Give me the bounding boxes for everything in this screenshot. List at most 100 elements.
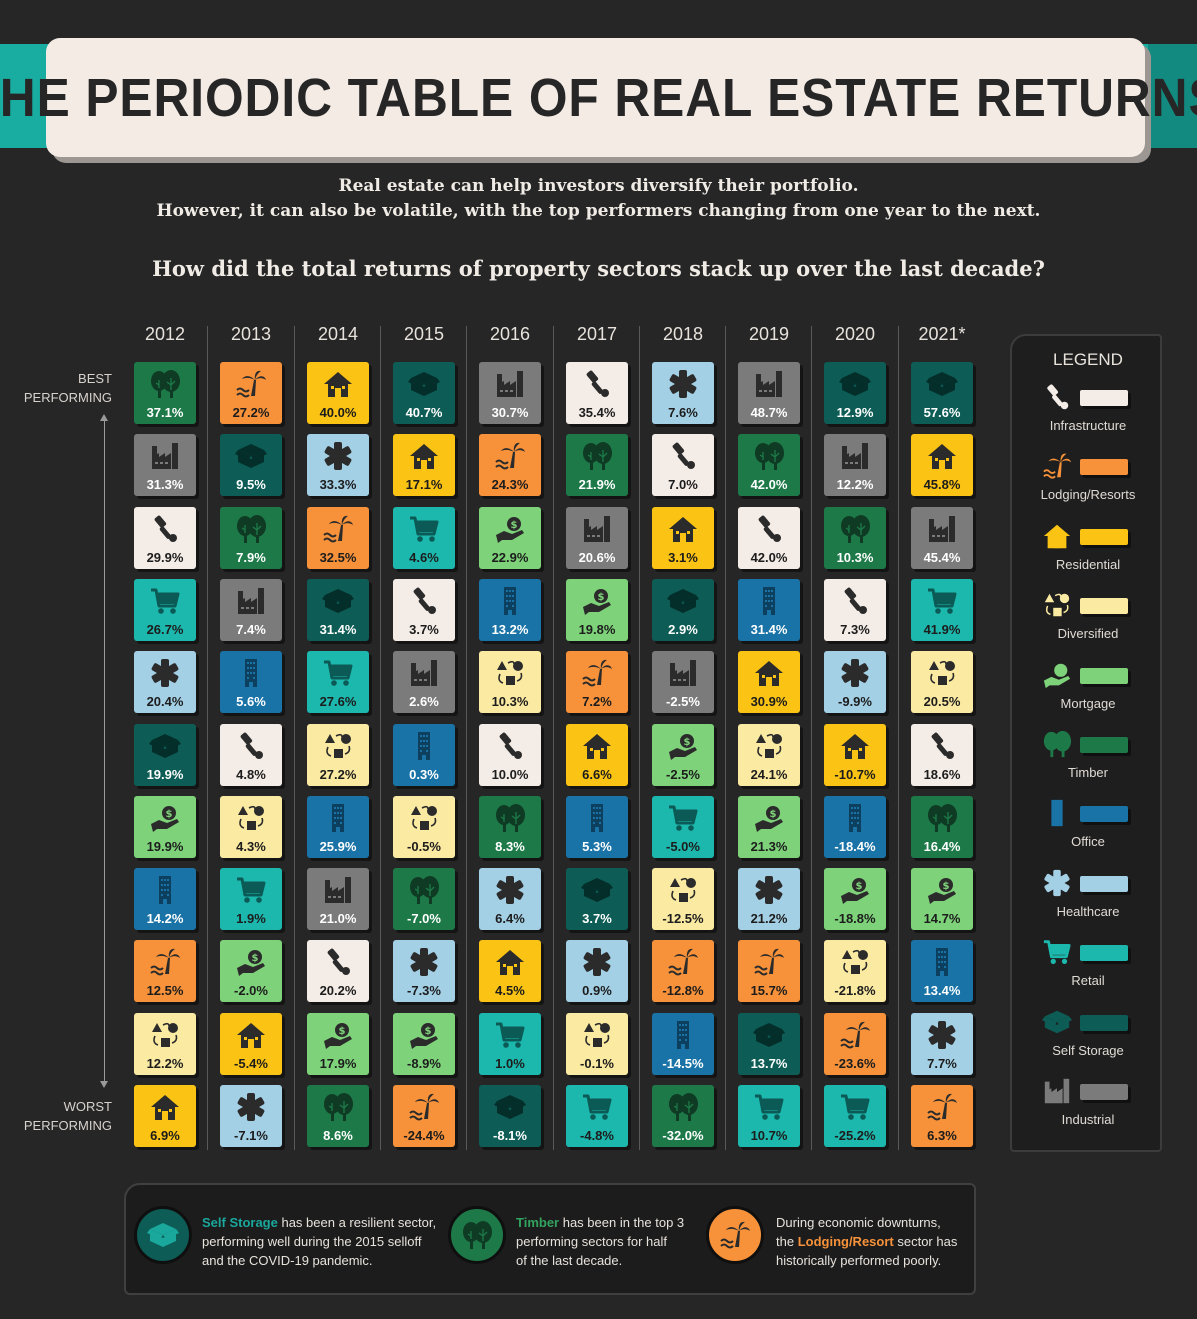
sector-cell-office: 13.2% bbox=[479, 579, 541, 641]
lodging-icon bbox=[236, 370, 266, 398]
sector-cell-diversified: 24.1% bbox=[738, 724, 800, 786]
timber-icon bbox=[841, 515, 870, 543]
legend-label: Lodging/Resorts bbox=[1040, 487, 1136, 502]
sector-cell-industrial: 21.0% bbox=[307, 868, 369, 930]
legend-item-infrastructure: Infrastructure bbox=[1012, 382, 1164, 446]
svg-text:$: $ bbox=[339, 1026, 346, 1037]
residential-icon bbox=[151, 1095, 179, 1120]
year-label: 2012 bbox=[144, 324, 186, 344]
sector-cell-residential: 30.9% bbox=[738, 651, 800, 713]
column-divider bbox=[898, 326, 899, 1150]
legend-swatch bbox=[1080, 737, 1128, 753]
svg-text:$: $ bbox=[598, 592, 605, 603]
column-divider bbox=[294, 326, 295, 1150]
return-value: 6.4% bbox=[495, 911, 525, 926]
self-storage-icon bbox=[581, 878, 613, 902]
return-value: -10.7% bbox=[834, 767, 876, 782]
return-value: 14.2% bbox=[146, 911, 184, 926]
legend-swatch bbox=[1080, 1015, 1128, 1031]
sector-cell-retail: 27.6% bbox=[307, 651, 369, 713]
sector-cell-infrastructure: 42.0% bbox=[738, 507, 800, 569]
return-value: -5.0% bbox=[666, 839, 700, 854]
lodging-icon bbox=[668, 948, 698, 976]
year-label: 2021* bbox=[918, 324, 966, 344]
sector-cell-lodging: -23.6% bbox=[824, 1013, 886, 1075]
return-value: 33.3% bbox=[319, 477, 357, 492]
return-value: 2.6% bbox=[409, 694, 439, 709]
retail-icon bbox=[324, 660, 353, 686]
sector-cell-timber: -32.0% bbox=[652, 1085, 714, 1147]
sector-cell-healthcare: -9.9% bbox=[824, 651, 886, 713]
sector-cell-mortgage: $ -2.5% bbox=[652, 724, 714, 786]
sector-cell-mortgage: $19.8% bbox=[566, 579, 628, 641]
lodging-icon bbox=[840, 1021, 870, 1049]
return-value: 10.0% bbox=[491, 767, 529, 782]
residential-icon bbox=[410, 444, 438, 469]
diversified-icon bbox=[497, 660, 523, 685]
legend-label: Office bbox=[1071, 834, 1105, 849]
sector-cell-industrial: 12.2% bbox=[824, 434, 886, 496]
sector-cell-mortgage: $21.3% bbox=[738, 796, 800, 858]
self-storage-icon bbox=[408, 372, 440, 396]
best-label-line2: PERFORMING bbox=[23, 390, 112, 405]
return-value: -25.2% bbox=[834, 1128, 876, 1143]
timber-icon bbox=[410, 876, 439, 904]
industrial-icon bbox=[756, 371, 782, 397]
mortgage-icon: $ bbox=[496, 517, 524, 543]
sector-cell-industrial: -2.5% bbox=[652, 651, 714, 713]
industrial-icon bbox=[1044, 1078, 1070, 1104]
return-value: 7.6% bbox=[668, 405, 698, 420]
return-value: 12.9% bbox=[836, 405, 874, 420]
lodging-note-line2-rest: sector has bbox=[893, 1234, 958, 1249]
sector-cell-retail: -5.0% bbox=[652, 796, 714, 858]
sector-cell-timber: 16.4% bbox=[911, 796, 973, 858]
return-value: 30.9% bbox=[750, 694, 788, 709]
sector-cell-self-storage: 13.7% bbox=[738, 1013, 800, 1075]
intro-line-1: Real estate can help investors diversify… bbox=[338, 176, 859, 196]
return-value: 22.9% bbox=[491, 550, 529, 565]
lodging-icon bbox=[323, 515, 353, 543]
return-value: 12.2% bbox=[146, 1056, 184, 1071]
return-value: -8.1% bbox=[493, 1128, 527, 1143]
office-icon bbox=[332, 804, 344, 832]
office-icon bbox=[936, 948, 948, 976]
mortgage-icon: $ bbox=[237, 950, 265, 976]
infrastructure-icon bbox=[586, 370, 609, 397]
healthcare-icon bbox=[324, 442, 352, 470]
diversified-icon bbox=[152, 1022, 178, 1047]
lodging-icon bbox=[720, 1221, 750, 1249]
office-icon bbox=[1051, 799, 1063, 827]
timber-icon bbox=[755, 442, 784, 470]
year-label: 2017 bbox=[576, 324, 618, 344]
return-value: -2.0% bbox=[234, 983, 268, 998]
svg-text:$: $ bbox=[252, 953, 259, 964]
return-value: 12.2% bbox=[836, 477, 874, 492]
return-value: 20.6% bbox=[578, 550, 616, 565]
office-icon bbox=[159, 876, 171, 904]
legend-label: Residential bbox=[1055, 557, 1121, 572]
return-value: 24.1% bbox=[750, 767, 788, 782]
sector-cell-industrial: 48.7% bbox=[738, 362, 800, 424]
return-value: -18.4% bbox=[834, 839, 876, 854]
diversified-icon bbox=[1044, 593, 1070, 617]
legend-swatch bbox=[1080, 668, 1128, 684]
sector-cell-timber: 8.6% bbox=[307, 1085, 369, 1147]
mortgage-icon: $ bbox=[410, 1023, 438, 1049]
sector-cell-retail: 26.7% bbox=[134, 579, 196, 641]
residential-icon bbox=[324, 372, 352, 397]
return-value: 32.5% bbox=[319, 550, 357, 565]
lodging-note-line3: historically performed poorly. bbox=[776, 1253, 942, 1268]
healthcare-icon bbox=[583, 948, 611, 976]
legend-swatch bbox=[1080, 876, 1128, 892]
industrial-icon bbox=[325, 877, 351, 903]
return-value: -9.9% bbox=[838, 694, 872, 709]
sector-cell-office: 14.2% bbox=[134, 868, 196, 930]
legend-item-lodging: Lodging/Resorts bbox=[1012, 451, 1164, 515]
legend-label: Healthcare bbox=[1056, 904, 1120, 919]
return-value: 48.7% bbox=[750, 405, 788, 420]
return-value: 5.3% bbox=[582, 839, 612, 854]
return-value: 9.5% bbox=[236, 477, 266, 492]
sector-cell-self-storage: -8.1% bbox=[479, 1085, 541, 1147]
return-value: 21.2% bbox=[750, 911, 788, 926]
timber-note-line3: of the last decade. bbox=[516, 1253, 623, 1268]
